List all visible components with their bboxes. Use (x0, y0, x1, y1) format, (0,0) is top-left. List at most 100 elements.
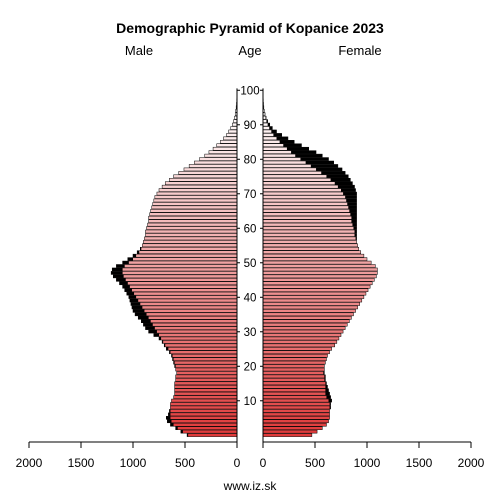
female-excess-bar (325, 392, 330, 396)
female-excess-bar (329, 405, 331, 409)
female-excess-bar (353, 226, 357, 230)
female-excess-bar (269, 126, 273, 130)
male-bar (144, 236, 238, 241)
male-bar (174, 391, 238, 396)
female-bar (262, 281, 373, 286)
male-bar (186, 433, 238, 437)
male-bar (158, 336, 238, 341)
female-bar (262, 309, 356, 313)
male-bar (173, 174, 238, 179)
male-bar (141, 319, 238, 324)
male-bar (174, 388, 238, 393)
male-bar (233, 119, 238, 123)
female-bar (262, 398, 332, 403)
male-bar (127, 257, 238, 261)
female-excess-bar (291, 150, 317, 154)
male-bar (143, 322, 238, 327)
female-bar (262, 381, 327, 386)
male-bar (194, 160, 238, 165)
female-excess-bar (350, 212, 357, 216)
male-excess-bar (140, 247, 142, 251)
female-excess-bar (283, 143, 302, 147)
female-excess-bar (337, 185, 355, 189)
female-excess-bar (265, 116, 267, 120)
male-excess-bar (116, 264, 125, 268)
female-excess-bar (325, 388, 329, 392)
female-bar (262, 429, 318, 434)
male-bar (175, 378, 238, 382)
male-x-tick-label: 1500 (68, 456, 95, 470)
female-bar (262, 388, 329, 393)
male-bar (110, 271, 238, 275)
female-excess-bar (295, 154, 323, 158)
age-tick-labels: 10 20 30 40 50 60 70 80 90 100 (237, 85, 263, 408)
male-bar (137, 316, 238, 320)
source-label: www.iz.sk (223, 479, 278, 493)
male-bar (145, 233, 238, 237)
male-excess-bar (175, 426, 178, 430)
male-excess-bar (127, 257, 133, 261)
male-x-tick-label: 1000 (120, 456, 147, 470)
male-bar (166, 347, 238, 351)
female-bar (262, 267, 378, 272)
male-excess-bar (128, 295, 137, 299)
female-bar (262, 222, 357, 227)
male-bar (208, 150, 238, 154)
female-bar (262, 278, 375, 282)
male-bar (204, 153, 238, 158)
female-excess-bar (348, 205, 357, 209)
male-x-tick-label: 2000 (16, 456, 43, 470)
female-excess-bar (305, 161, 334, 165)
female-bar (262, 385, 328, 389)
male-bar (153, 333, 238, 337)
female-bar (262, 357, 327, 361)
female-bar (262, 257, 368, 261)
male-bar (145, 326, 238, 330)
male-excess-bar (168, 412, 171, 416)
female-bar (262, 433, 313, 437)
male-bar (122, 260, 238, 265)
female-bar (262, 236, 357, 241)
male-excess-bar (141, 319, 151, 323)
female-bar (262, 416, 330, 420)
female-bar (262, 271, 378, 275)
male-x-tick-label: 500 (175, 456, 195, 470)
male-bar (230, 126, 238, 130)
female-bar (262, 426, 323, 430)
male-label: Male (125, 43, 153, 58)
male-bar (111, 267, 238, 272)
age-label: Age (238, 43, 261, 58)
female-bar (262, 240, 357, 244)
female-bar (262, 419, 329, 424)
female-excess-bar (343, 192, 357, 196)
female-excess-bar (286, 147, 309, 151)
male-bar (180, 429, 238, 434)
male-bar (175, 426, 238, 430)
male-excess-bar (164, 343, 166, 347)
male-bar (173, 360, 238, 365)
male-bar (146, 226, 238, 230)
female-bar (262, 371, 325, 375)
female-bar (262, 305, 358, 310)
male-excess-bar (119, 281, 128, 285)
male-bar (226, 133, 238, 137)
female-excess-bar (300, 157, 329, 161)
male-bar (216, 143, 238, 148)
female-bar (262, 409, 330, 413)
female-bar (262, 291, 367, 296)
male-bar (228, 129, 238, 134)
male-bar (129, 298, 238, 303)
female-x-tick-label: 500 (305, 456, 325, 470)
female-excess-bar (351, 219, 357, 223)
male-bar (166, 416, 238, 420)
male-excess-bar (135, 312, 147, 316)
male-bar (175, 367, 238, 372)
male-excess-bar (166, 416, 171, 420)
male-bar (147, 222, 238, 227)
male-bar (116, 278, 238, 282)
female-bar (262, 326, 346, 330)
female-excess-bar (354, 233, 357, 237)
male-excess-bar (131, 305, 143, 309)
male-excess-bar (122, 285, 130, 289)
